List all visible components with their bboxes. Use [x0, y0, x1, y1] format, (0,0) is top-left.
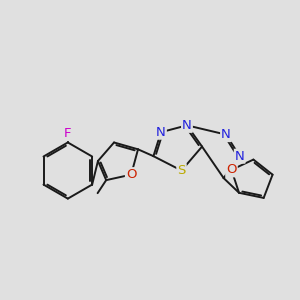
Text: N: N — [221, 128, 231, 141]
Text: O: O — [126, 168, 136, 181]
Text: N: N — [182, 119, 192, 132]
Text: F: F — [64, 127, 72, 140]
Text: N: N — [235, 150, 244, 163]
Text: N: N — [156, 126, 166, 139]
Text: S: S — [177, 164, 186, 177]
Text: O: O — [226, 164, 237, 176]
